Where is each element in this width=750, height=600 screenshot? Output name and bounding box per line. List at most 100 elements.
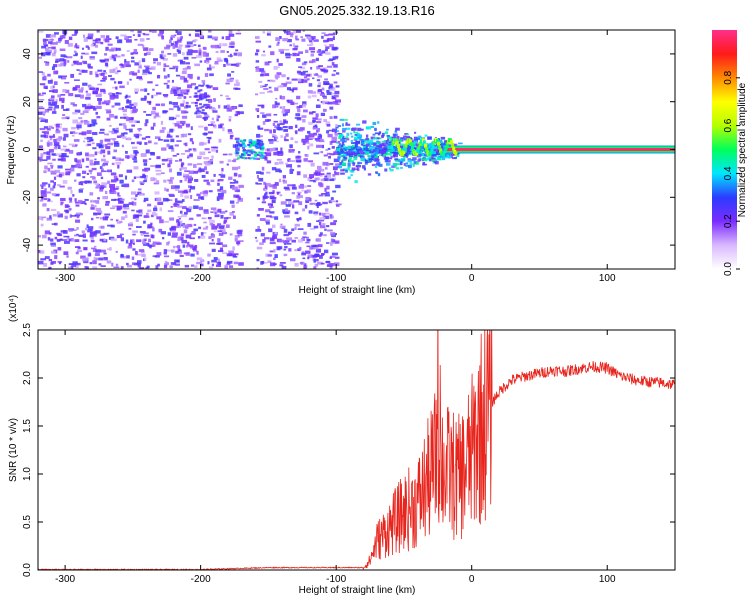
heatmap-cell <box>38 216 42 220</box>
heatmap-cell <box>79 188 84 190</box>
heatmap-cell <box>303 174 308 178</box>
heatmap-cell <box>136 239 142 243</box>
heatmap-cell <box>211 263 214 267</box>
heatmap-cell <box>96 41 101 44</box>
heatmap-cell <box>68 150 74 154</box>
heatmap-cell <box>208 190 213 193</box>
heatmap-cell <box>169 67 175 70</box>
heatmap-cell <box>200 84 204 87</box>
heatmap-cell <box>339 154 344 157</box>
heatmap-cell <box>260 171 264 175</box>
heatmap-cell <box>346 132 350 136</box>
heatmap-cell <box>229 181 235 184</box>
heatmap-cell <box>303 76 308 79</box>
heatmap-cell <box>85 90 88 93</box>
heatmap-cell <box>297 248 301 252</box>
heatmap-cell <box>431 144 435 149</box>
heatmap-cell <box>314 199 318 202</box>
heatmap-cell <box>256 197 261 200</box>
heatmap-cell <box>442 151 446 156</box>
heatmap-cell <box>454 151 458 156</box>
heatmap-cell <box>428 143 434 147</box>
heatmap-cell <box>99 59 105 62</box>
heatmap-cell <box>163 63 167 67</box>
heatmap-cell <box>323 69 329 73</box>
heatmap-cell <box>183 229 188 234</box>
heatmap-cell <box>131 56 135 59</box>
heatmap-cell <box>290 101 295 106</box>
heatmap-cell <box>123 125 127 129</box>
heatmap-cell <box>276 191 279 195</box>
heatmap-cell <box>370 125 375 128</box>
heatmap-cell <box>38 145 43 150</box>
heatmap-cell <box>53 81 58 86</box>
heatmap-cell <box>313 132 317 136</box>
heatmap-cell <box>71 126 76 130</box>
heatmap-cell <box>279 225 286 229</box>
heatmap-cell <box>198 48 202 51</box>
heatmap-cell <box>206 86 212 89</box>
heatmap-cell <box>205 57 212 61</box>
heatmap-cell <box>259 68 265 72</box>
heatmap-cell <box>285 162 288 165</box>
heatmap-cell <box>89 192 94 196</box>
heatmap-cell <box>95 87 99 91</box>
heatmap-cell <box>205 106 209 109</box>
heatmap-cell <box>361 142 365 144</box>
heatmap-cell <box>159 207 163 212</box>
heatmap-cell <box>98 100 102 105</box>
heatmap-cell <box>138 78 144 81</box>
heatmap-cell <box>41 216 46 219</box>
heatmap-cell <box>285 133 289 137</box>
heatmap-cell <box>272 134 276 138</box>
heatmap-cell <box>324 194 330 197</box>
heatmap-cell <box>58 261 62 265</box>
heatmap-cell <box>147 140 152 144</box>
heatmap-cell <box>273 248 276 253</box>
heatmap-cell <box>269 79 275 82</box>
heatmap-cell <box>270 196 277 200</box>
heatmap-cell <box>200 235 206 239</box>
heatmap-cell <box>116 207 121 211</box>
heatmap-cell <box>258 80 263 83</box>
heatmap-cell <box>177 96 182 99</box>
heatmap-cell <box>200 232 204 236</box>
heatmap-cell <box>301 38 306 42</box>
heatmap-cell <box>101 101 107 105</box>
heatmap-cell <box>107 150 111 155</box>
heatmap-cell <box>276 43 280 46</box>
heatmap-cell <box>365 140 370 144</box>
heatmap-cell <box>316 65 321 70</box>
heatmap-cell <box>256 171 262 175</box>
heatmap-cell <box>417 145 421 150</box>
heatmap-cell <box>198 206 203 211</box>
heatmap-cell <box>294 223 300 227</box>
heatmap-cell <box>82 176 86 179</box>
heatmap-cell <box>316 165 322 170</box>
heatmap-cell <box>318 82 322 85</box>
heatmap-cell <box>217 104 221 109</box>
heatmap-cell <box>62 88 67 93</box>
heatmap-cell <box>316 50 321 54</box>
heatmap-cell <box>267 254 273 257</box>
heatmap-cell <box>307 95 312 99</box>
heatmap-cell <box>48 90 55 93</box>
heatmap-cell <box>62 59 67 62</box>
heatmap-cell <box>171 225 177 229</box>
heatmap-cell <box>332 96 337 100</box>
heatmap-cell <box>335 85 340 88</box>
heatmap-cell <box>279 35 282 40</box>
heatmap-cell <box>284 38 288 41</box>
heatmap-cell <box>261 143 265 146</box>
heatmap-cell <box>330 222 337 226</box>
heatmap-cell <box>341 123 344 127</box>
heatmap-cell <box>185 104 188 107</box>
heatmap-cell <box>162 58 168 61</box>
heatmap-cell <box>334 99 341 103</box>
heatmap-cell <box>125 128 131 131</box>
heatmap-cell <box>179 158 183 162</box>
heatmap-cell <box>70 229 77 231</box>
heatmap-cell <box>233 179 236 181</box>
heatmap-cell <box>38 260 44 265</box>
heatmap-cell <box>183 77 188 82</box>
